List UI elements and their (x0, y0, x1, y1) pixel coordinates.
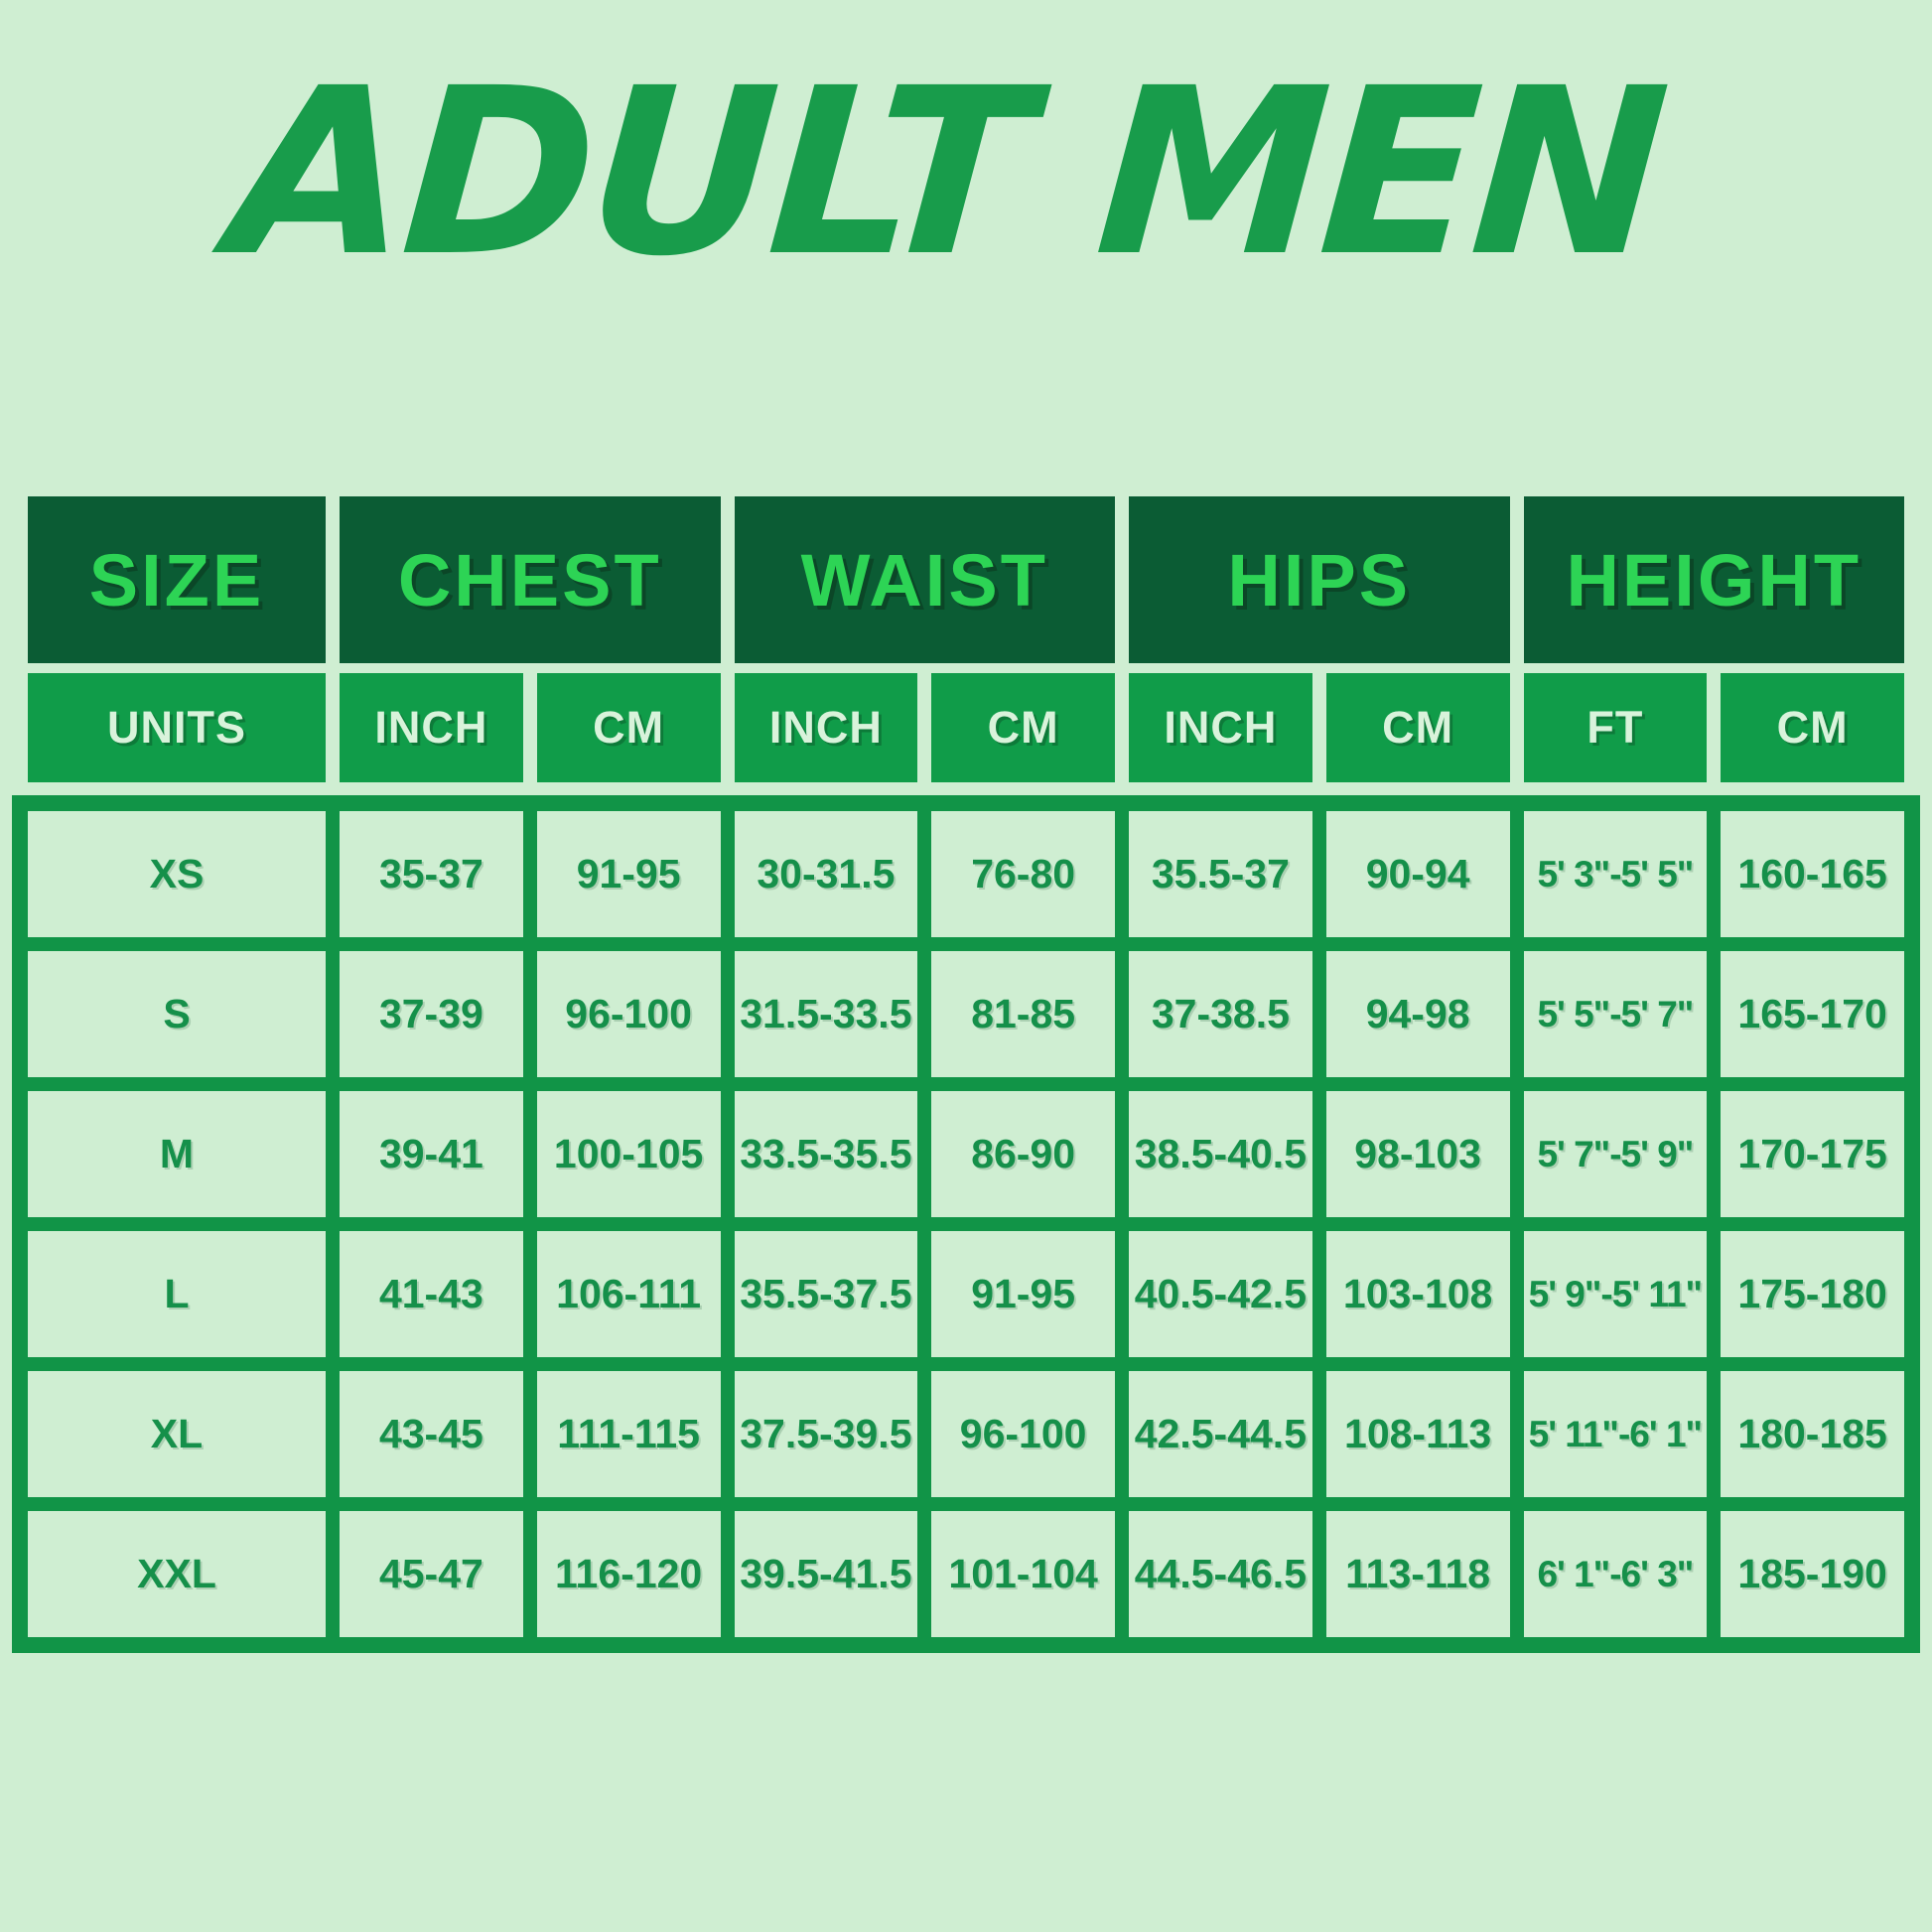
table-cell: 37-38.5 (1129, 951, 1312, 1077)
table-cell: 100-105 (536, 1091, 721, 1217)
units-waist-cm: CM (931, 673, 1115, 782)
table-cell: 91-95 (931, 1231, 1115, 1357)
header-size: SIZE (28, 496, 326, 663)
table-cell: 170-175 (1721, 1091, 1904, 1217)
table-cell: 90-94 (1325, 811, 1510, 937)
table-cell: 5' 3"-5' 5" (1523, 811, 1708, 937)
table-cell: 96-100 (931, 1371, 1115, 1497)
table-cell: 5' 11"-6' 1" (1523, 1371, 1708, 1497)
table-cell: 165-170 (1721, 951, 1904, 1077)
table-cell: 116-120 (536, 1511, 721, 1637)
units-height-cm: CM (1721, 673, 1904, 782)
table-cell: 42.5-44.5 (1129, 1371, 1312, 1497)
table-cell: 33.5-35.5 (734, 1091, 918, 1217)
size-label-xxl: XXL (28, 1511, 326, 1637)
table-cell: 41-43 (340, 1231, 523, 1357)
table-cell: 5' 9"-5' 11" (1523, 1231, 1708, 1357)
page-title: ADULT MEN (222, 39, 1670, 307)
table-cell: 160-165 (1721, 811, 1904, 937)
table-header-row: SIZE CHEST WAIST HIPS HEIGHT (12, 496, 1920, 663)
size-label-xl: XL (28, 1371, 326, 1497)
table-cell: 94-98 (1325, 951, 1510, 1077)
table-cell: 180-185 (1721, 1371, 1904, 1497)
table-body: XS 35-37 91-95 30-31.5 76-80 35.5-37 90-… (12, 795, 1920, 1653)
table-cell: 37.5-39.5 (734, 1371, 918, 1497)
header-chest: CHEST (340, 496, 721, 663)
units-waist-inch: INCH (734, 673, 918, 782)
units-hips-inch: INCH (1129, 673, 1312, 782)
table-cell: 81-85 (931, 951, 1115, 1077)
units-hips-cm: CM (1325, 673, 1510, 782)
table-cell: 91-95 (536, 811, 721, 937)
table-units-row: UNITS INCH CM INCH CM INCH CM FT CM (12, 673, 1920, 782)
size-chart-table: SIZE CHEST WAIST HIPS HEIGHT UNITS INCH … (12, 496, 1920, 1653)
table-cell: 40.5-42.5 (1129, 1231, 1312, 1357)
table-cell: 101-104 (931, 1511, 1115, 1637)
table-cell: 5' 7"-5' 9" (1523, 1091, 1708, 1217)
table-cell: 35.5-37.5 (734, 1231, 918, 1357)
header-height: HEIGHT (1523, 496, 1904, 663)
table-cell: 185-190 (1721, 1511, 1904, 1637)
table-cell: 44.5-46.5 (1129, 1511, 1312, 1637)
size-label-l: L (28, 1231, 326, 1357)
table-cell: 76-80 (931, 811, 1115, 937)
size-label-xs: XS (28, 811, 326, 937)
table-cell: 6' 1"-6' 3" (1523, 1511, 1708, 1637)
units-height-ft: FT (1523, 673, 1708, 782)
table-cell: 111-115 (536, 1371, 721, 1497)
table-cell: 39.5-41.5 (734, 1511, 918, 1637)
table-cell: 106-111 (536, 1231, 721, 1357)
table-cell: 39-41 (340, 1091, 523, 1217)
table-cell: 96-100 (536, 951, 721, 1077)
table-cell: 98-103 (1325, 1091, 1510, 1217)
units-chest-cm: CM (536, 673, 721, 782)
table-cell: 30-31.5 (734, 811, 918, 937)
table-cell: 43-45 (340, 1371, 523, 1497)
table-cell: 86-90 (931, 1091, 1115, 1217)
table-cell: 45-47 (340, 1511, 523, 1637)
table-cell: 38.5-40.5 (1129, 1091, 1312, 1217)
size-label-m: M (28, 1091, 326, 1217)
header-waist: WAIST (734, 496, 1115, 663)
table-cell: 31.5-33.5 (734, 951, 918, 1077)
table-cell: 175-180 (1721, 1231, 1904, 1357)
units-label: UNITS (28, 673, 326, 782)
table-cell: 37-39 (340, 951, 523, 1077)
size-label-s: S (28, 951, 326, 1077)
table-cell: 5' 5"-5' 7" (1523, 951, 1708, 1077)
table-cell: 35.5-37 (1129, 811, 1312, 937)
units-chest-inch: INCH (340, 673, 523, 782)
header-hips: HIPS (1129, 496, 1510, 663)
table-cell: 103-108 (1325, 1231, 1510, 1357)
table-cell: 35-37 (340, 811, 523, 937)
table-cell: 113-118 (1325, 1511, 1510, 1637)
table-cell: 108-113 (1325, 1371, 1510, 1497)
